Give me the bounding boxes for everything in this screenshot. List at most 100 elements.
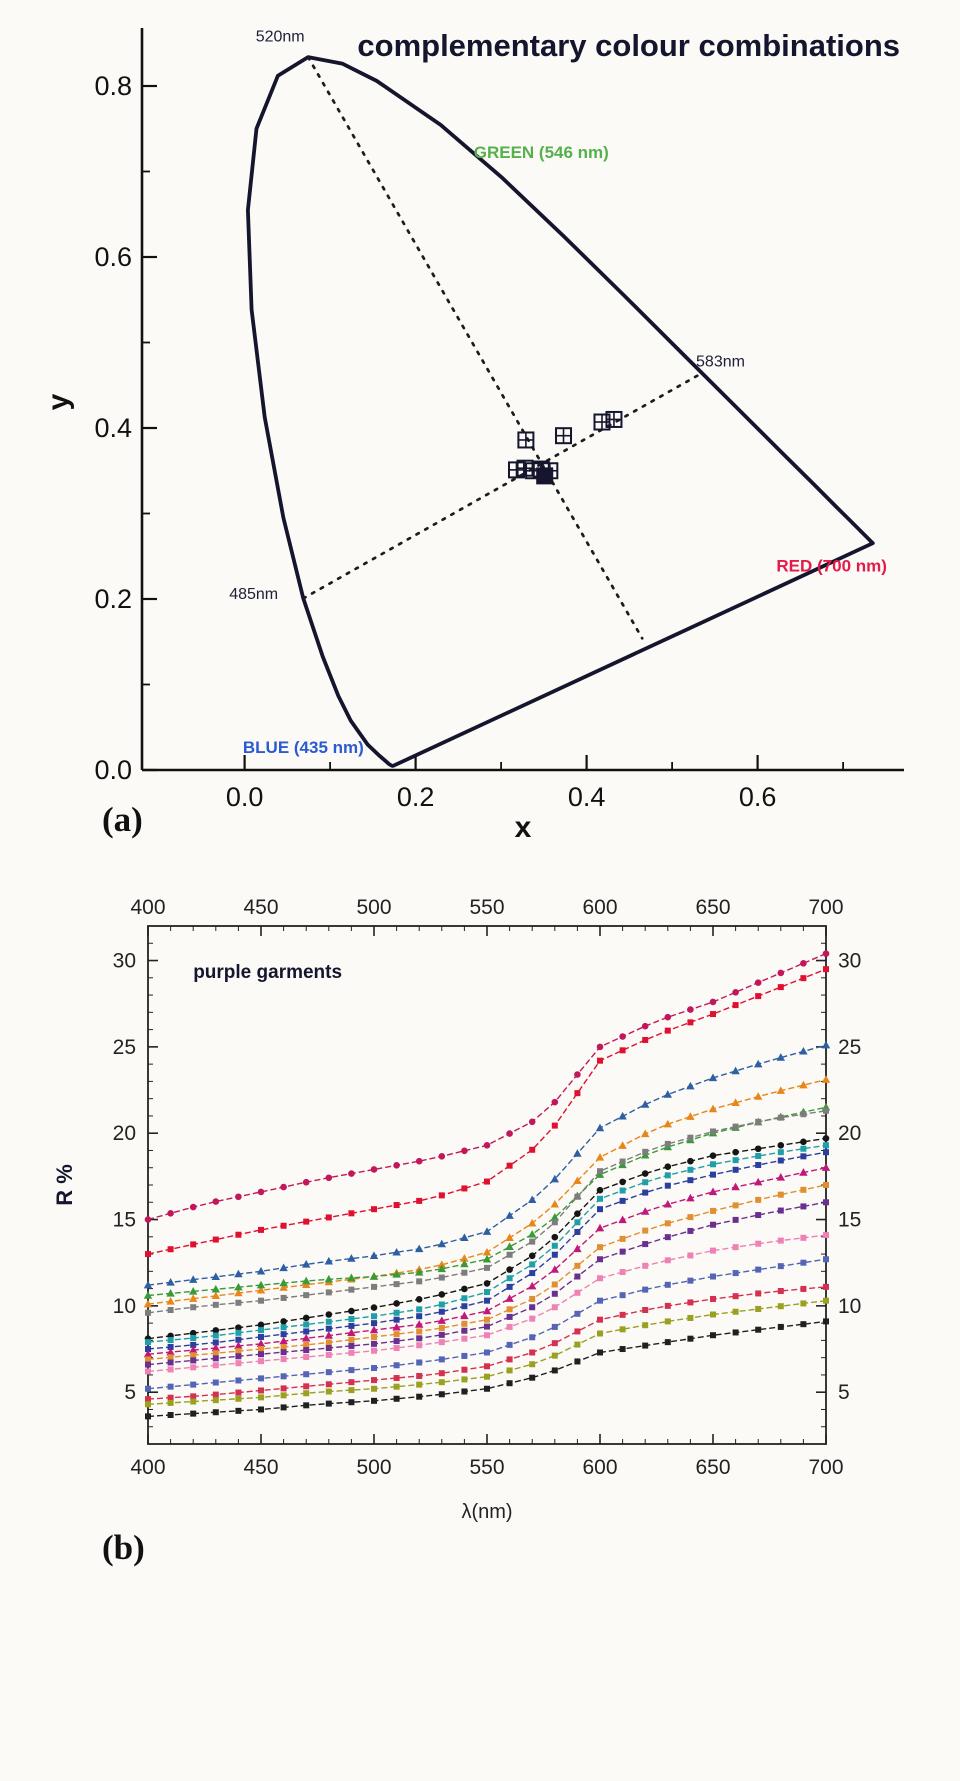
marker-square bbox=[145, 1339, 151, 1346]
marker-square bbox=[303, 1321, 310, 1328]
chart-title: purple garments bbox=[193, 962, 342, 983]
marker-triangle bbox=[302, 1276, 311, 1285]
marker-triangle bbox=[573, 1149, 582, 1157]
marker-square bbox=[484, 1297, 490, 1304]
marker-square bbox=[258, 1346, 264, 1353]
marker-square bbox=[235, 1407, 242, 1414]
marker-square bbox=[461, 1320, 468, 1327]
marker-square bbox=[574, 1341, 581, 1348]
marker-circle bbox=[325, 1174, 333, 1182]
marker-square bbox=[642, 1189, 649, 1196]
marker-square bbox=[325, 1351, 332, 1358]
marker-square bbox=[484, 1289, 490, 1296]
marker-square bbox=[619, 1197, 626, 1204]
marker-square bbox=[642, 1262, 649, 1269]
figure-b: 400 400 450 450 500 500 550 550 600 600 650 650 700 7… bbox=[0, 884, 960, 1570]
series-sample-02 bbox=[145, 966, 829, 1258]
marker-circle bbox=[235, 1324, 242, 1331]
marker-square bbox=[755, 1212, 762, 1219]
marker-square bbox=[371, 1397, 377, 1404]
marker-square bbox=[687, 1335, 694, 1342]
marker-square bbox=[664, 1027, 671, 1034]
marker-square bbox=[258, 1406, 264, 1413]
marker-square bbox=[280, 1373, 287, 1380]
marker-square bbox=[348, 1367, 355, 1374]
marker-square bbox=[212, 1362, 219, 1369]
marker-square bbox=[325, 1388, 332, 1395]
marker-square bbox=[438, 1379, 445, 1386]
marker-square bbox=[212, 1397, 219, 1404]
marker-square bbox=[167, 1399, 174, 1406]
marker-circle bbox=[732, 989, 739, 996]
y-tick-label-left: 15 bbox=[113, 1209, 136, 1232]
marker-circle bbox=[370, 1166, 378, 1173]
marker-square bbox=[574, 1219, 581, 1226]
marker-square bbox=[642, 1179, 649, 1186]
marker-square bbox=[303, 1390, 310, 1397]
marker-circle bbox=[687, 1006, 694, 1013]
marker-triangle bbox=[618, 1215, 627, 1224]
spectral-locus bbox=[246, 55, 875, 768]
marker-square bbox=[484, 1264, 490, 1271]
marker-square bbox=[235, 1360, 242, 1367]
marker-square bbox=[393, 1331, 400, 1338]
marker-square bbox=[642, 1307, 649, 1314]
marker-square bbox=[258, 1333, 264, 1340]
marker-square bbox=[597, 1256, 603, 1263]
marker-circle bbox=[528, 1118, 536, 1126]
marker-circle bbox=[709, 998, 717, 1006]
marker-square bbox=[348, 1349, 355, 1356]
marker-square bbox=[823, 1199, 829, 1206]
marker-square bbox=[664, 1281, 671, 1288]
marker-circle bbox=[257, 1188, 265, 1196]
marker-square bbox=[212, 1409, 219, 1416]
marker-square bbox=[325, 1325, 332, 1332]
marker-square bbox=[416, 1372, 423, 1379]
marker-square bbox=[371, 1333, 377, 1340]
marker-square bbox=[190, 1410, 197, 1417]
marker-square bbox=[710, 1128, 716, 1135]
y-tick-label-right: 10 bbox=[838, 1295, 861, 1318]
marker-square bbox=[371, 1206, 377, 1213]
marker-triangle bbox=[641, 1100, 650, 1108]
marker-square bbox=[393, 1338, 400, 1345]
marker-square bbox=[438, 1308, 445, 1315]
marker-square bbox=[664, 1339, 671, 1346]
marker-square bbox=[506, 1162, 513, 1169]
marker-square bbox=[529, 1361, 536, 1368]
marker-square bbox=[416, 1393, 423, 1400]
marker-square bbox=[461, 1366, 468, 1373]
marker-square bbox=[551, 1367, 558, 1374]
marker-square bbox=[597, 1316, 603, 1323]
annotation-485nm: 485nm bbox=[229, 586, 278, 603]
marker-square bbox=[190, 1364, 197, 1371]
y-tick-label-left: 10 bbox=[113, 1295, 136, 1318]
y-tick-label-right: 15 bbox=[838, 1209, 861, 1232]
marker-square bbox=[393, 1375, 400, 1382]
marker-square bbox=[732, 1216, 739, 1223]
figure-a: 0.0 0.2 0.4 0.6 0.0 0.2 0.4 0.6 0.8 x y complementa… bbox=[0, 10, 960, 842]
marker-triangle bbox=[528, 1195, 537, 1204]
marker-square bbox=[755, 993, 762, 1000]
marker-triangle bbox=[256, 1285, 266, 1294]
marker-circle bbox=[800, 1138, 807, 1146]
marker-triangle bbox=[369, 1251, 379, 1259]
marker-circle bbox=[641, 1022, 649, 1030]
marker-square bbox=[461, 1388, 468, 1395]
marker-square bbox=[664, 1234, 671, 1241]
marker-square bbox=[506, 1275, 513, 1282]
marker-square bbox=[438, 1301, 445, 1308]
marker-square bbox=[506, 1323, 513, 1330]
marker-square bbox=[303, 1218, 310, 1225]
marker-triangle bbox=[663, 1119, 672, 1128]
marker-square bbox=[777, 1207, 784, 1214]
marker-triangle bbox=[550, 1174, 559, 1183]
x-tick-label-bottom: 550 bbox=[469, 1456, 504, 1479]
marker-square bbox=[755, 1118, 762, 1125]
marker-square bbox=[212, 1339, 219, 1346]
marker-square bbox=[371, 1283, 377, 1290]
series-sample-08 bbox=[145, 1142, 829, 1346]
marker-square bbox=[235, 1377, 242, 1384]
marker-square bbox=[823, 1297, 829, 1304]
marker-square bbox=[597, 1244, 603, 1251]
